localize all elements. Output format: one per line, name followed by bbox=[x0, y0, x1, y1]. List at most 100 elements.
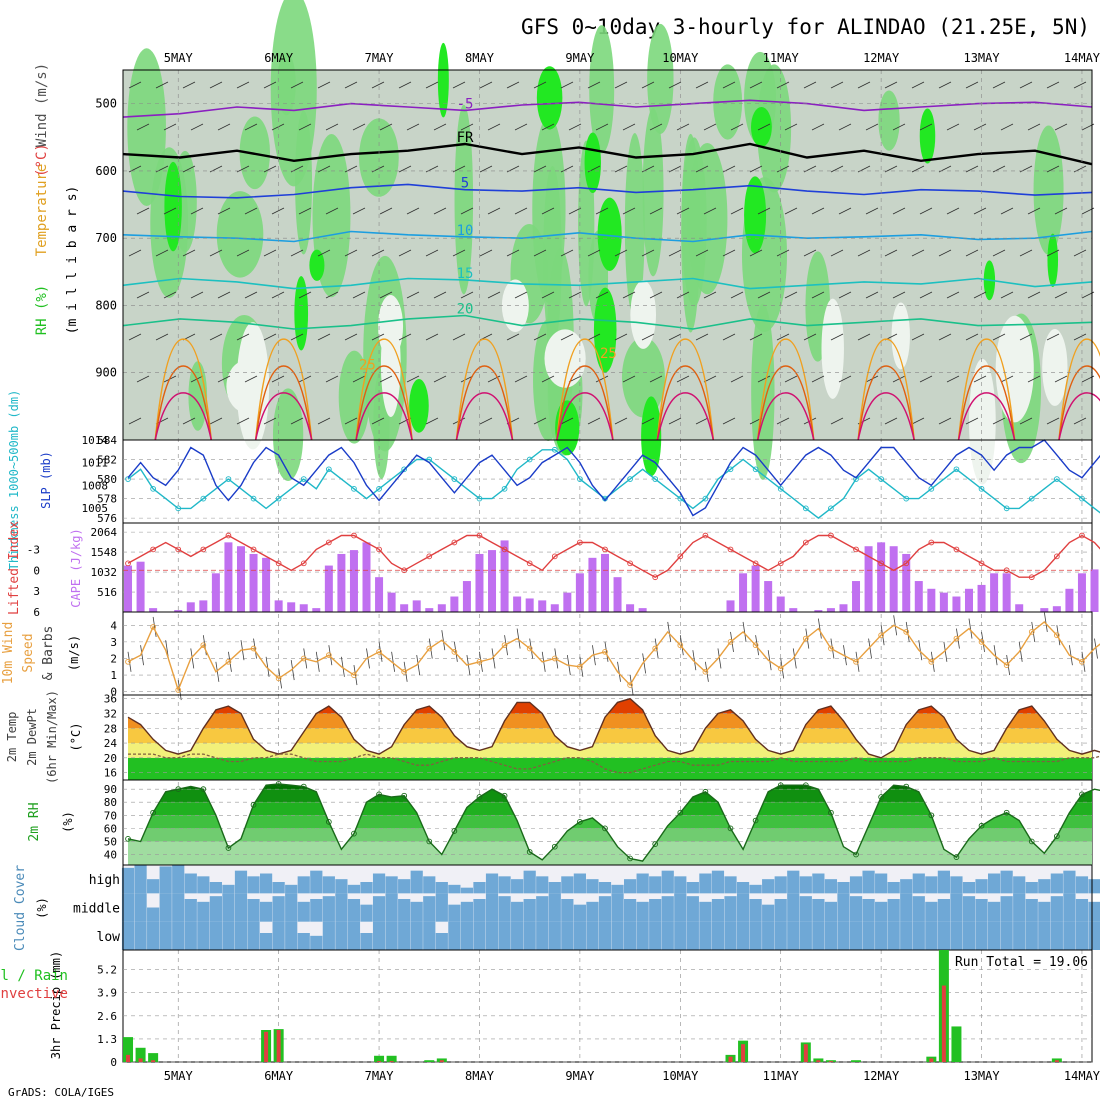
cloud-bar-middle bbox=[423, 896, 436, 922]
wind-speed-line-point bbox=[602, 648, 608, 655]
cloud-bar-high bbox=[335, 879, 348, 894]
cloud-bar-low bbox=[473, 921, 486, 950]
rh-contour-fill-low bbox=[630, 280, 657, 349]
thickness-line-point bbox=[451, 476, 458, 482]
ytick-label-slp: 580 bbox=[97, 473, 117, 486]
wind-barb bbox=[453, 641, 458, 662]
wind-barb bbox=[981, 631, 985, 652]
upper-wind-barb bbox=[406, 375, 420, 383]
upper-wind-barb bbox=[622, 123, 636, 131]
lifted-index-line-point bbox=[376, 546, 382, 553]
cloud-bar-high bbox=[1088, 879, 1100, 894]
cloud-bar-high bbox=[749, 884, 762, 894]
upper-wind-barb bbox=[946, 375, 960, 383]
isotherm-25 bbox=[355, 338, 413, 441]
upper-wind-barb bbox=[460, 291, 474, 299]
wind-barb bbox=[1056, 625, 1061, 646]
ytick-label-precip: 3.9 bbox=[97, 987, 117, 1000]
wind-barb bbox=[1081, 651, 1086, 672]
cloud-axis-label: Cloud Cover bbox=[13, 865, 28, 951]
cloud-bar-high bbox=[347, 884, 361, 894]
wind-speed-line-point bbox=[150, 624, 156, 630]
wind-barb bbox=[516, 628, 521, 649]
isotherm-20 bbox=[122, 314, 1093, 330]
rh-contour-fill-low bbox=[969, 358, 996, 485]
cloud-bar-low bbox=[448, 921, 461, 950]
upper-wind-barb bbox=[244, 291, 258, 299]
wind-barb bbox=[667, 621, 672, 642]
xtick-label-top: 12MAY bbox=[863, 51, 900, 65]
thickness-line-point bbox=[752, 466, 759, 473]
precip-total-bar bbox=[424, 1060, 435, 1062]
cloud-bar-high bbox=[272, 882, 285, 894]
wind-barb bbox=[930, 651, 935, 672]
cape-bar bbox=[513, 596, 522, 612]
cloud-bar-middle bbox=[1038, 901, 1051, 922]
upper-wind-barb bbox=[514, 207, 528, 215]
cape-bar bbox=[751, 565, 760, 612]
upper-wind-barb bbox=[560, 333, 574, 341]
isotherm-35 bbox=[1058, 392, 1100, 441]
cloud-bar-middle bbox=[548, 893, 561, 922]
cloud-bar-middle bbox=[573, 904, 586, 922]
rh-band bbox=[128, 828, 1092, 842]
upper-wind-barb bbox=[668, 417, 682, 425]
precip-total-bar bbox=[951, 1026, 962, 1062]
precip-total-bar bbox=[148, 1053, 159, 1062]
upper-wind-barb bbox=[244, 375, 258, 383]
upper-wind-barb bbox=[649, 123, 663, 131]
cloud-bar-high bbox=[1063, 870, 1076, 894]
upper-wind-barb bbox=[452, 333, 466, 341]
rh-contour-fill bbox=[277, 52, 296, 116]
upper-wind-barb bbox=[298, 375, 312, 383]
lifted-index-line-point bbox=[627, 560, 633, 567]
upper-wind-barb bbox=[460, 123, 474, 131]
wind-barb bbox=[554, 648, 559, 669]
rh-contour-fill bbox=[589, 25, 615, 154]
cloud-bar-high bbox=[385, 876, 398, 894]
upper-wind-barb bbox=[919, 207, 933, 215]
upper-wind-barb bbox=[317, 417, 331, 425]
upper-wind-barb bbox=[757, 291, 771, 299]
upper-wind-barb bbox=[263, 417, 277, 425]
upper-wind-barb bbox=[406, 123, 420, 131]
precip-conv-bar bbox=[741, 1044, 746, 1062]
upper-wind-barb bbox=[992, 81, 1006, 89]
cape-bar bbox=[739, 573, 748, 612]
upper-wind-barb bbox=[676, 375, 690, 383]
upper-wind-barb bbox=[244, 123, 258, 131]
cloud-bar-high bbox=[498, 876, 511, 894]
wind-barb bbox=[880, 625, 885, 646]
upper-wind-barb bbox=[614, 165, 628, 173]
upper-wind-barb bbox=[1073, 81, 1087, 89]
wind-barb bbox=[755, 635, 760, 656]
cape-bar bbox=[149, 608, 158, 612]
wind-speed-line-point bbox=[476, 658, 483, 665]
rh-line-point bbox=[476, 794, 483, 800]
upper-wind-barb bbox=[965, 165, 979, 173]
lifted-index-line-point bbox=[551, 553, 558, 560]
cloud-bar-low bbox=[347, 921, 361, 950]
wind-barb bbox=[391, 651, 396, 672]
cloud-bar-low bbox=[824, 921, 838, 950]
upper-wind-barb bbox=[155, 333, 169, 341]
wind-speed-line-point bbox=[903, 629, 910, 635]
upper-wind-barb bbox=[290, 81, 304, 89]
upper-wind-barb bbox=[919, 375, 933, 383]
cape-bar bbox=[186, 602, 195, 612]
cloud-bar-middle bbox=[322, 896, 335, 922]
cloud-bar-high bbox=[473, 882, 486, 894]
cloud-bar-high bbox=[787, 870, 800, 894]
upper-wind-barb bbox=[884, 417, 898, 425]
wind-barb bbox=[1006, 655, 1011, 676]
slp-axis-label: SLP (mb) bbox=[39, 451, 53, 509]
upper-wind-barb bbox=[884, 81, 898, 89]
upper-wind-barb bbox=[1073, 333, 1087, 341]
cloud-bar-high bbox=[523, 870, 536, 894]
upper-wind-barb bbox=[406, 207, 420, 215]
cape-bar bbox=[977, 584, 986, 612]
upper-wind-barb bbox=[911, 81, 925, 89]
xtick-label-bottom: 8MAY bbox=[465, 1069, 495, 1083]
lifted-index-line-point bbox=[451, 539, 458, 546]
upper-wind-barb bbox=[838, 123, 852, 131]
